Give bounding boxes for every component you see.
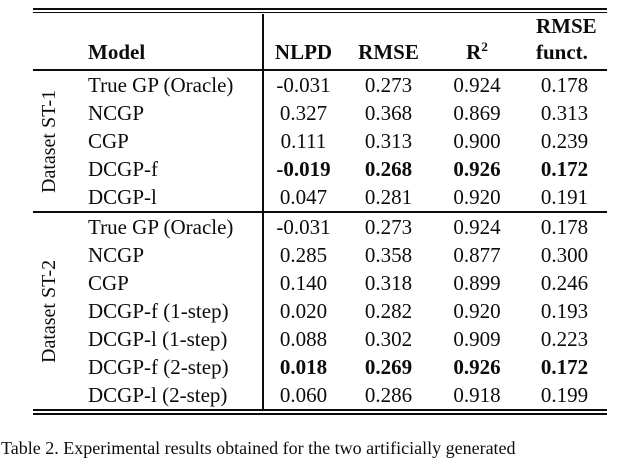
r2-value: 0.924	[453, 72, 501, 97]
dataset-section: Dataset ST-2 True GP (Oracle) -0.031 0.273 0…	[33, 213, 607, 409]
column-header-nlpd: NLPD	[274, 40, 333, 64]
rmse-value: 0.268	[364, 156, 413, 181]
dataset-label: Dataset ST-2	[38, 259, 60, 363]
nlpd-value: 0.285	[279, 242, 328, 267]
rmse-value: 0.273	[364, 72, 413, 97]
model-name: DCGP-l	[88, 184, 157, 209]
table-row: DCGP-l (2-step) 0.060 0.286 0.918 0.199	[33, 381, 607, 409]
rmse-funct-value: 0.191	[540, 184, 589, 209]
rmse-funct-value: 0.239	[540, 128, 589, 153]
dataset-label: Dataset ST-1	[38, 89, 60, 193]
nlpd-value: -0.019	[276, 156, 331, 181]
table-row: NCGP 0.285 0.358 0.877 0.300	[33, 241, 607, 269]
rmse-funct-value: 0.223	[540, 326, 589, 351]
section-divider-rule	[33, 211, 607, 213]
model-name: DCGP-f (1-step)	[88, 298, 229, 323]
results-table: Model NLPD RMSE R2 RMSE funct. Dataset S…	[33, 8, 607, 415]
model-name: True GP (Oracle)	[88, 214, 234, 239]
nlpd-value: -0.031	[276, 72, 331, 97]
rmse-funct-value: 0.193	[540, 298, 589, 323]
nlpd-value: -0.031	[276, 214, 331, 239]
r2-value: 0.899	[453, 270, 501, 295]
r2-value: 0.920	[453, 298, 501, 323]
column-header-rmse: RMSE	[358, 40, 419, 64]
rmse-value: 0.302	[364, 326, 413, 351]
r2-value: 0.877	[453, 242, 501, 267]
column-header-rmse-funct: RMSE funct.	[522, 13, 607, 70]
r2-value: 0.909	[453, 326, 501, 351]
rmse-value: 0.281	[364, 184, 413, 209]
column-header-r2: R2	[432, 39, 522, 70]
rmse-funct-value: 0.178	[540, 214, 589, 239]
rmse-funct-line2: funct.	[536, 40, 588, 64]
table-header-row: Model NLPD RMSE R2 RMSE funct.	[33, 13, 607, 69]
header-rule	[33, 69, 607, 71]
nlpd-value: 0.140	[279, 270, 328, 295]
rmse-funct-value: 0.199	[540, 382, 589, 407]
nlpd-value: 0.060	[279, 382, 328, 407]
r2-value: 0.924	[453, 214, 501, 239]
model-name: True GP (Oracle)	[88, 72, 234, 97]
table-row: CGP 0.111 0.313 0.900 0.239	[33, 127, 607, 155]
rmse-value: 0.318	[364, 270, 413, 295]
column-header-model: Model	[88, 40, 146, 64]
table-row: DCGP-l 0.047 0.281 0.920 0.191	[33, 183, 607, 211]
column-divider-rule	[262, 14, 264, 410]
top-rule	[33, 8, 607, 13]
nlpd-value: 0.018	[279, 354, 328, 379]
rmse-value: 0.358	[364, 242, 413, 267]
nlpd-value: 0.088	[279, 326, 328, 351]
model-name: DCGP-f (2-step)	[88, 354, 229, 379]
table-body: Dataset ST-1 True GP (Oracle) -0.031 0.273 0…	[33, 71, 607, 409]
rmse-funct-line1: RMSE	[536, 14, 597, 38]
table-row: True GP (Oracle) -0.031 0.273 0.924 0.178	[33, 213, 607, 241]
table-row: DCGP-l (1-step) 0.088 0.302 0.909 0.223	[33, 325, 607, 353]
rmse-funct-value: 0.172	[540, 156, 589, 181]
r2-value: 0.926	[453, 354, 501, 379]
r2-base: R	[466, 40, 482, 64]
r2-superscript: 2	[481, 39, 488, 54]
model-name: CGP	[88, 270, 129, 295]
table-row: CGP 0.140 0.318 0.899 0.246	[33, 269, 607, 297]
table-row: DCGP-f (2-step) 0.018 0.269 0.926 0.172	[33, 353, 607, 381]
rmse-funct-value: 0.300	[540, 242, 589, 267]
paper-table-figure: Model NLPD RMSE R2 RMSE funct. Dataset S…	[1, 8, 607, 458]
r2-value: 0.900	[453, 128, 501, 153]
model-name: CGP	[88, 128, 129, 153]
header-spacer	[33, 65, 66, 70]
model-name: NCGP	[88, 242, 145, 267]
rmse-funct-value: 0.178	[540, 72, 589, 97]
model-name: NCGP	[88, 100, 145, 125]
nlpd-value: 0.020	[279, 298, 328, 323]
rmse-value: 0.273	[364, 214, 413, 239]
r2-value: 0.869	[453, 100, 501, 125]
rmse-value: 0.282	[364, 298, 413, 323]
model-name: DCGP-l (2-step)	[88, 382, 228, 407]
rmse-funct-value: 0.246	[540, 270, 589, 295]
rmse-value: 0.368	[364, 100, 413, 125]
model-name: DCGP-l (1-step)	[88, 326, 228, 351]
table-row: True GP (Oracle) -0.031 0.273 0.924 0.178	[33, 71, 607, 99]
dataset-section: Dataset ST-1 True GP (Oracle) -0.031 0.273 0…	[33, 71, 607, 211]
table-row: DCGP-f (1-step) 0.020 0.282 0.920 0.193	[33, 297, 607, 325]
table-row: NCGP 0.327 0.368 0.869 0.313	[33, 99, 607, 127]
table-row: DCGP-f -0.019 0.268 0.926 0.172	[33, 155, 607, 183]
rmse-value: 0.286	[364, 382, 413, 407]
table-caption: Table 2. Experimental results obtained f…	[1, 438, 516, 458]
nlpd-value: 0.047	[279, 184, 328, 209]
nlpd-value: 0.327	[279, 100, 328, 125]
model-name: DCGP-f	[88, 156, 159, 181]
r2-value: 0.926	[453, 156, 501, 181]
rmse-value: 0.313	[364, 128, 413, 153]
r2-value: 0.918	[453, 382, 501, 407]
nlpd-value: 0.111	[280, 128, 327, 153]
rmse-value: 0.269	[364, 354, 413, 379]
rmse-funct-value: 0.313	[540, 100, 589, 125]
bottom-rule	[33, 409, 607, 415]
r2-value: 0.920	[453, 184, 501, 209]
rmse-funct-value: 0.172	[540, 354, 589, 379]
